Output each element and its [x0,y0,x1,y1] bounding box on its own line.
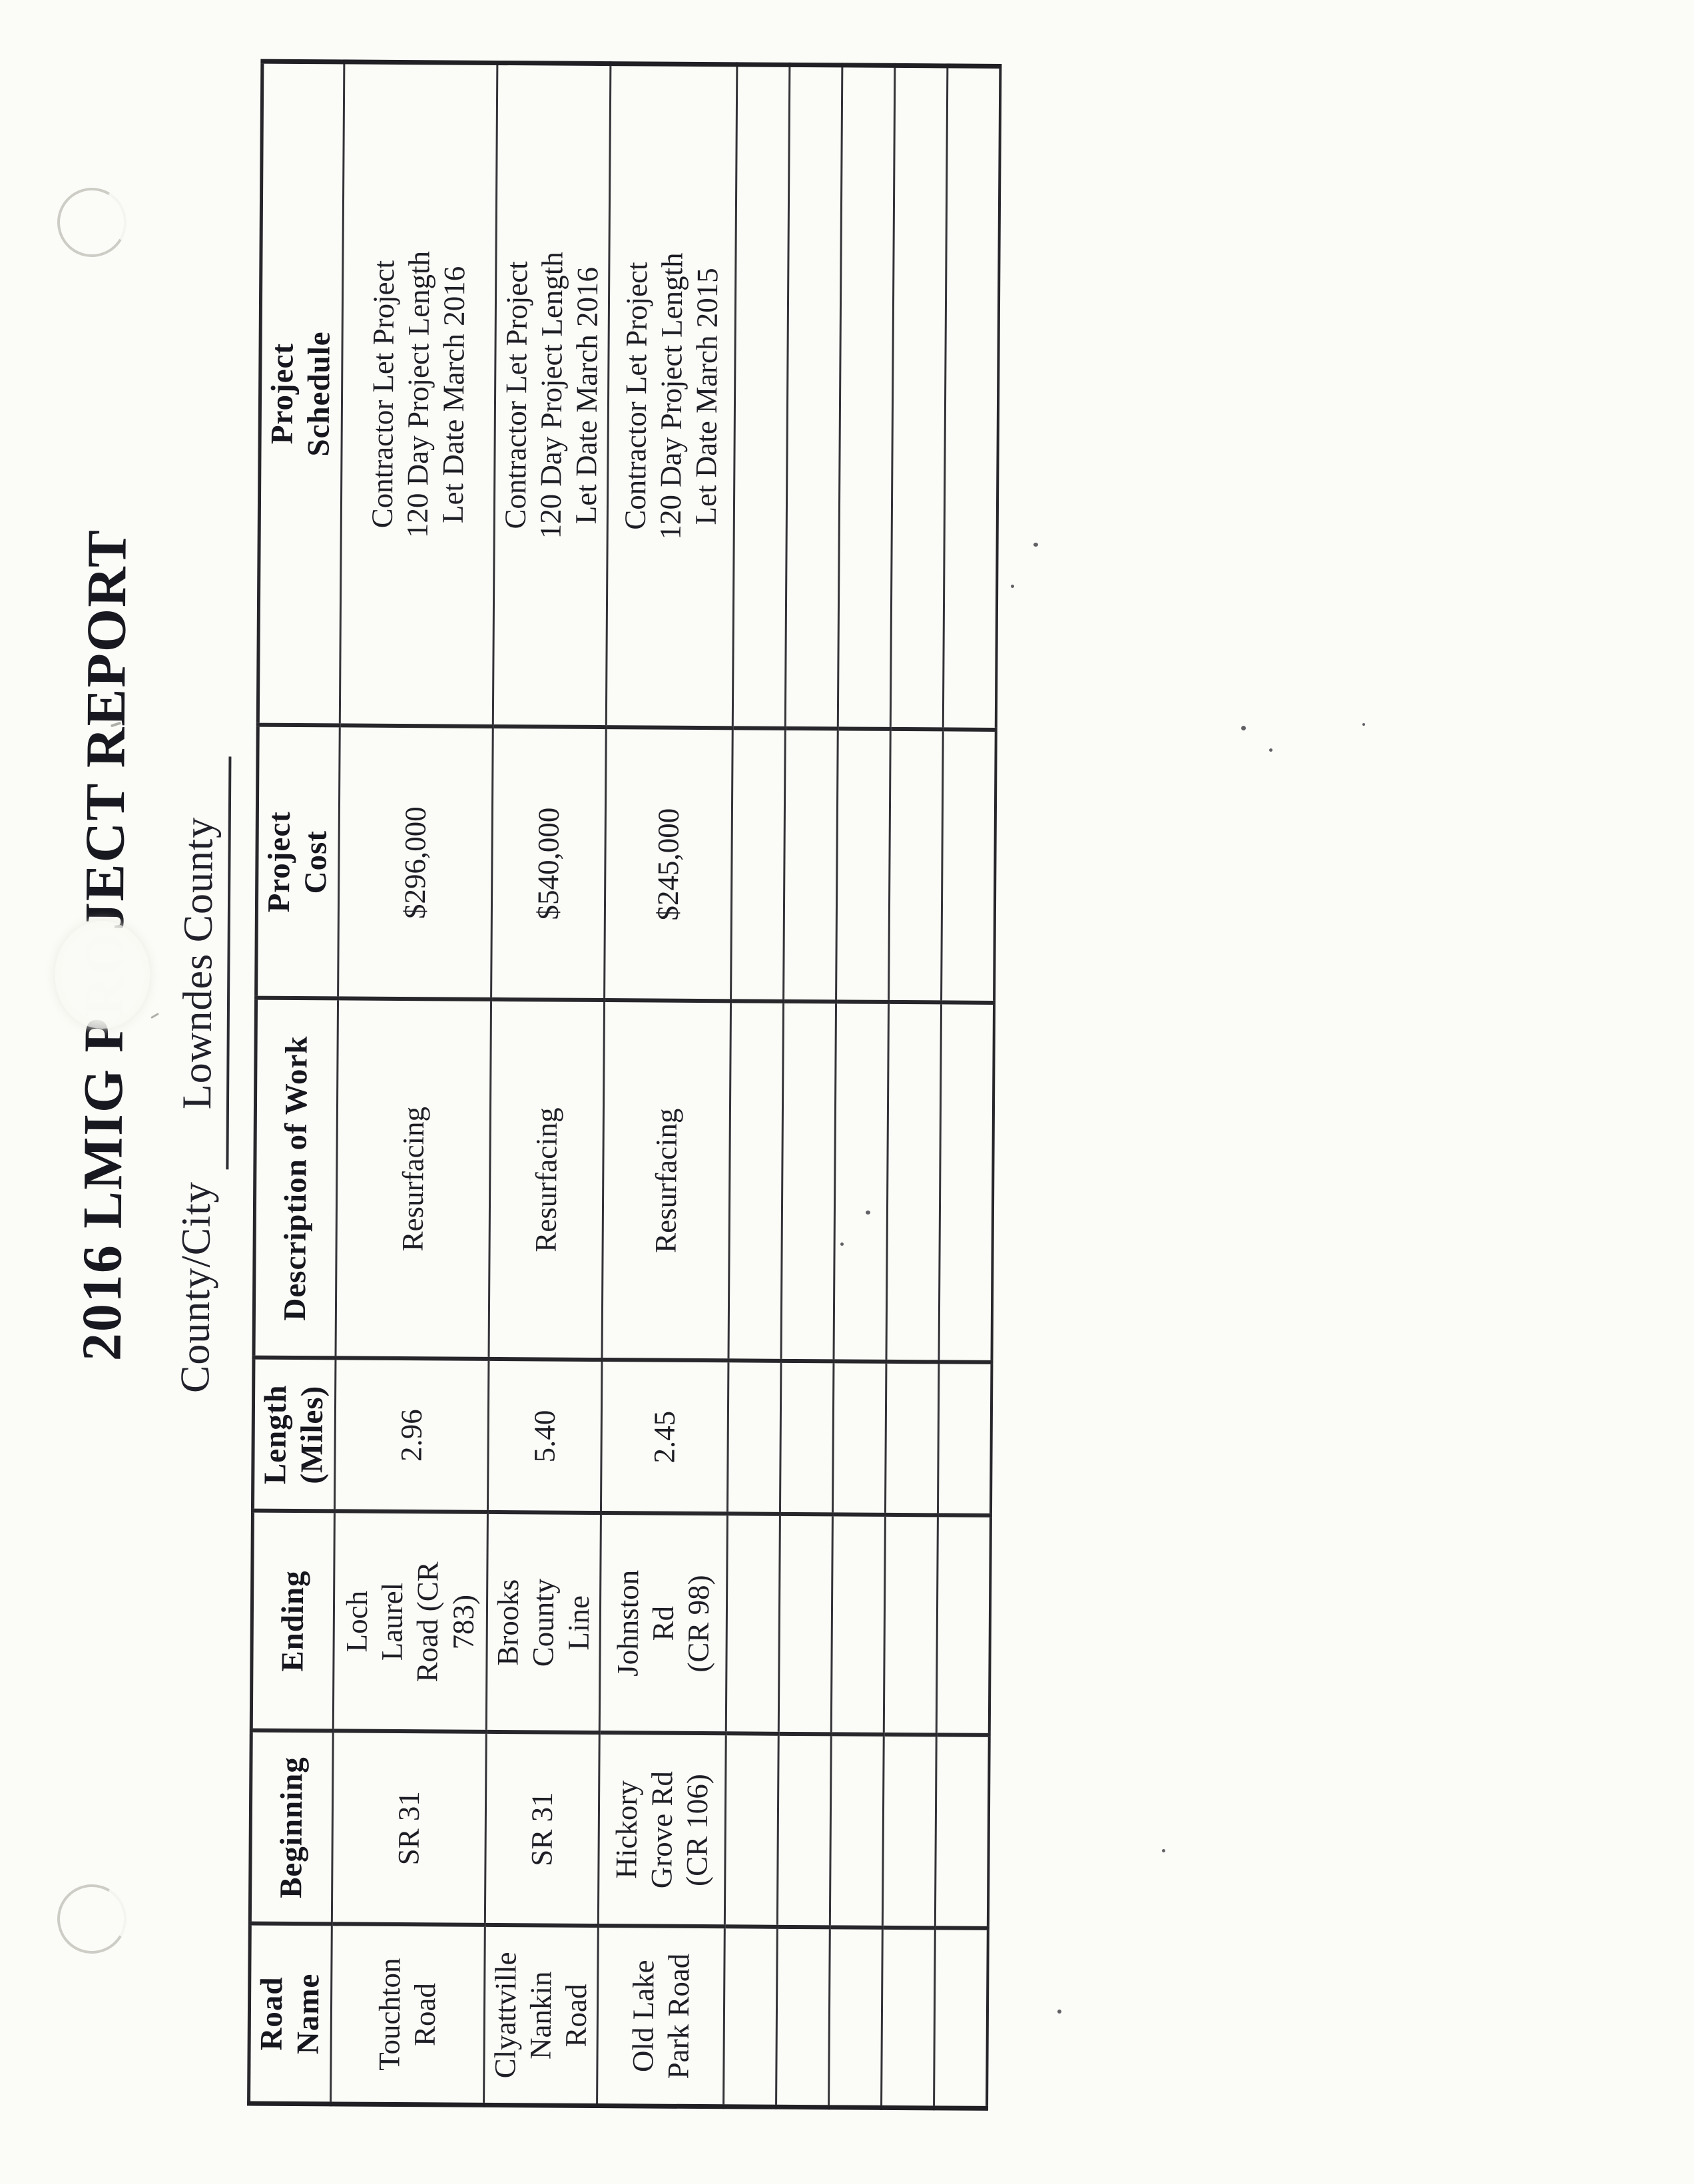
cell-road-name: Old Lake Park Road [597,1926,725,2107]
empty-cell [934,1928,988,2109]
cell-length-miles: 5.40 [487,1359,603,1513]
empty-cell [726,1513,780,1735]
ink-speck [840,1242,844,1246]
cell-description: Resurfacing [335,998,491,1360]
cell-beginning: Hickory Grove Rd (CR 106) [598,1733,726,1927]
col-header-beginning: Beginning [250,1731,334,1924]
empty-cell [727,1360,782,1515]
ink-speck [1057,2010,1061,2014]
empty-cell [723,1926,778,2107]
cell-description: Resurfacing [488,999,605,1360]
table-row: Old Lake Park Road Hickory Grove Rd (CR … [597,63,738,2107]
empty-cell [830,1734,884,1928]
empty-cell [935,1735,989,1929]
col-header-project-schedule: Project Schedule [258,61,344,726]
empty-cell [885,1362,940,1515]
cell-road-name: Clyattville Nankin Road [483,1925,599,2106]
empty-cell [781,1001,836,1362]
empty-cell [884,1515,938,1735]
empty-cell [832,1361,887,1515]
empty-cell [938,1362,992,1516]
empty-cell [936,1515,991,1736]
empty-cell [881,1928,936,2108]
empty-cell [831,1514,886,1735]
cell-road-name: Touchton Road [330,1924,485,2105]
col-header-ending: Ending [251,1511,335,1731]
cell-length-miles: 2.96 [334,1358,489,1513]
ink-speck [866,1211,870,1215]
ink-speck [1162,1849,1165,1852]
empty-cell [780,1361,834,1515]
empty-cell [785,65,843,729]
cell-length-miles: 2.45 [601,1360,729,1514]
cell-ending: Brooks County Line [486,1512,601,1733]
page-title-part2: JECT REPORT [73,528,139,931]
cell-schedule: Contractor Let Project 120 Day Project L… [493,63,611,728]
ink-speck [1033,543,1038,547]
empty-cell [890,65,948,730]
empty-cell [838,65,896,730]
cell-cost: $296,000 [338,725,493,1000]
empty-cell [882,1735,937,1928]
page-title-part1: 2016 LMIG P [71,1017,135,1362]
empty-cell [834,1001,889,1362]
ink-speck [1362,723,1365,726]
cell-beginning: SR 31 [485,1732,600,1926]
col-header-length-miles: Length (Miles) [252,1358,336,1511]
col-header-road-name: Road Name [248,1924,332,2104]
empty-cell [828,1927,883,2108]
cell-cost: $540,000 [491,726,607,1001]
cell-schedule: Contractor Let Project 120 Day Project L… [606,63,738,728]
title-whiteout-blot: RO [73,930,136,1017]
empty-cell [724,1733,779,1928]
ink-speck [1269,748,1272,752]
empty-cell [836,728,891,1003]
county-city-label: County/City [172,1181,220,1394]
empty-cell [783,728,838,1002]
empty-cell [778,1514,833,1735]
empty-cell [776,1927,830,2107]
cell-schedule: Contractor Let Project 120 Day Project L… [340,61,497,727]
empty-cell [888,729,944,1003]
page-title: 2016 LMIG PROJECT REPORT [69,529,139,1362]
ink-speck [1011,585,1014,588]
project-report-table: Road Name Beginning Ending Length (Miles… [247,59,1002,2111]
cell-ending: Johnston Rd (CR 98) [599,1513,728,1734]
empty-cell [886,1002,942,1362]
cell-beginning: SR 31 [332,1731,487,1926]
table-row: Touchton Road SR 31 Loch Laurel Road (CR… [330,61,497,2105]
county-city-value: Lowndes County [173,756,232,1170]
empty-cell [730,728,786,1002]
cell-ending: Loch Laurel Road (CR 783) [333,1511,488,1733]
empty-cell [943,65,1001,730]
col-header-description-of-work: Description of Work [253,998,338,1358]
empty-cell [732,64,790,729]
empty-cell [777,1734,832,1928]
empty-cell [941,729,996,1003]
cell-description: Resurfacing [602,1000,731,1361]
cell-cost: $245,000 [604,727,733,1001]
empty-cell [728,1001,784,1362]
table-row: Clyattville Nankin Road SR 31 Brooks Cou… [483,63,611,2106]
ink-speck [1241,726,1246,730]
col-header-project-cost: Project Cost [256,725,340,999]
empty-cell [939,1002,994,1363]
table-header-row: Road Name Beginning Ending Length (Miles… [248,61,344,2104]
county-city-line: County/City Lowndes County [172,756,232,1394]
